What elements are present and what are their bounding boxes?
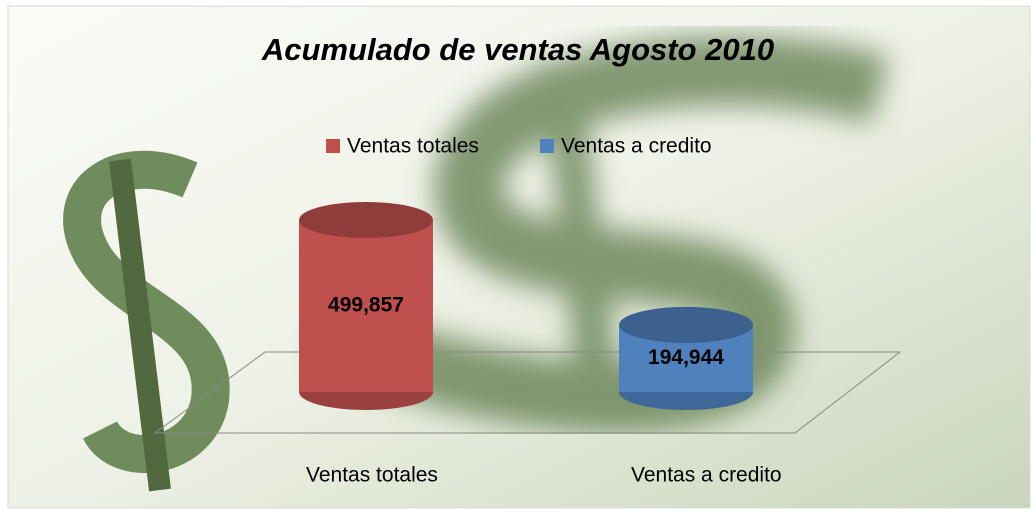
legend-label: Ventas a credito: [561, 135, 712, 158]
x-tick-label: Ventas a credito: [631, 464, 782, 487]
legend-swatch: [540, 139, 554, 153]
legend-label: Ventas totales: [347, 135, 479, 158]
x-tick-label: Ventas totales: [306, 464, 438, 487]
legend-swatch: [326, 139, 340, 153]
background-decoration: [315, 35, 890, 433]
data-label: 499,857: [328, 294, 404, 317]
cylinder-top: [299, 202, 433, 238]
data-label: 194,944: [648, 346, 724, 369]
dollar-decoration: [63, 150, 230, 492]
bar: [299, 220, 433, 392]
chart-title: Acumulado de ventas Agosto 2010: [261, 32, 774, 67]
cylinder-top: [619, 306, 753, 343]
